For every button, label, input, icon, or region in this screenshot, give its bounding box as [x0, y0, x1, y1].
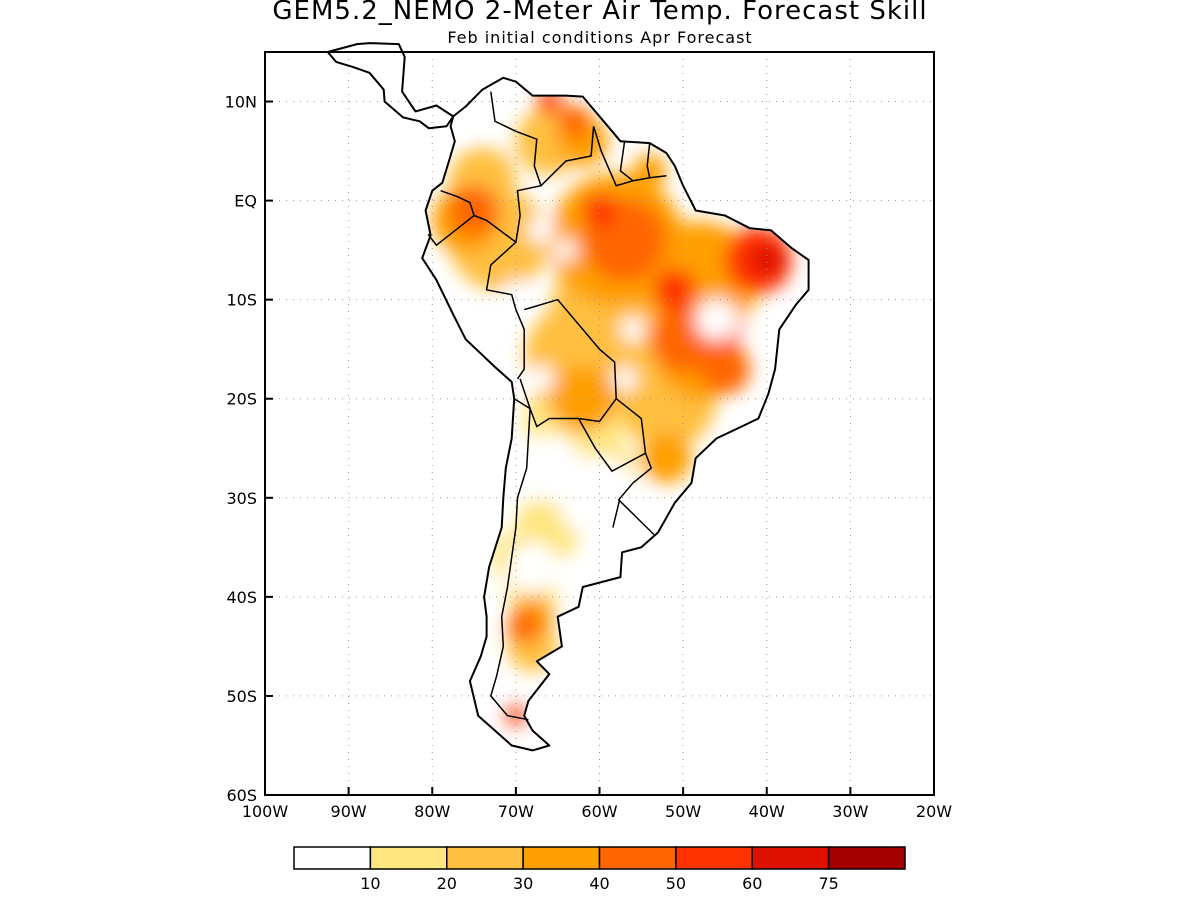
skill-shade: [448, 185, 500, 236]
skill-shade-low: [555, 239, 577, 262]
skill-shade: [699, 343, 751, 395]
country-borders: [427, 91, 667, 721]
skill-shade-low: [527, 365, 555, 393]
colorbar-swatch: [522, 846, 601, 870]
lon-tick-label: 40W: [749, 802, 785, 821]
skill-shade-low: [515, 434, 583, 502]
skill-shade-low: [620, 316, 646, 342]
plot-subtitle: Feb initial conditions Apr Forecast: [447, 28, 753, 47]
lon-tick-label: 60W: [581, 802, 617, 821]
skill-shade-low: [507, 542, 558, 593]
colorbar-label: 30: [513, 874, 533, 893]
colorbar-swatch: [827, 846, 906, 870]
lon-tick-label: 90W: [331, 802, 367, 821]
colorbar-swatch: [293, 846, 372, 870]
colorbar-label: 60: [742, 874, 762, 893]
skill-shade: [653, 268, 696, 311]
colorbar-label: 50: [666, 874, 686, 893]
colorbar: 10 20 30 40 50 60 75: [293, 846, 906, 893]
skill-shade-low: [527, 216, 555, 244]
axis-ticks: 100W 90W 80W 70W 60W 50W 40W 30W 20W 10N EQ 10S 20S 3…: [225, 93, 953, 821]
lat-tick-label: 20S: [226, 390, 257, 409]
skill-shade: [750, 243, 784, 277]
lat-tick-label: 10S: [226, 291, 257, 310]
coastline: [326, 42, 810, 752]
colorbar-label: 10: [360, 874, 380, 893]
lat-tick-label: 50S: [226, 687, 257, 706]
lon-tick-label: 100W: [242, 802, 289, 821]
lon-tick-label: 70W: [498, 802, 534, 821]
colorbar-swatch: [369, 846, 448, 870]
gridlines: [265, 52, 934, 795]
skill-shade: [582, 193, 617, 228]
colorbar-swatch: [598, 846, 677, 870]
colorbar-label: 75: [818, 874, 838, 893]
colorbar-swatch: [675, 846, 753, 870]
skill-shade-low: [454, 110, 477, 133]
lat-tick-label: 30S: [226, 489, 257, 508]
skill-shade-low: [695, 298, 738, 341]
skill-shade: [549, 365, 617, 433]
colorbar-label: 20: [437, 874, 457, 893]
lat-tick-label: 40S: [226, 588, 257, 607]
plot-title: GEM5.2_NEMO 2-Meter Air Temp. Forecast S…: [272, 0, 928, 26]
colorbar-label: 40: [589, 874, 609, 893]
lon-tick-label: 50W: [665, 802, 701, 821]
lon-tick-label: 30W: [832, 802, 868, 821]
skill-shade: [632, 154, 667, 188]
skill-shade: [505, 705, 526, 726]
skill-shade: [641, 433, 692, 484]
lon-tick-label: 20W: [916, 802, 952, 821]
colorbar-swatch: [446, 846, 524, 870]
lat-tick-label: 10N: [225, 93, 257, 112]
skill-shade: [557, 104, 592, 139]
lat-tick-label: EQ: [234, 192, 257, 211]
colorbar-swatch: [751, 846, 830, 870]
skill-shade-low: [612, 366, 638, 392]
lon-tick-label: 80W: [414, 802, 450, 821]
skill-shade: [507, 609, 541, 644]
lat-tick-label: 60S: [226, 786, 257, 805]
